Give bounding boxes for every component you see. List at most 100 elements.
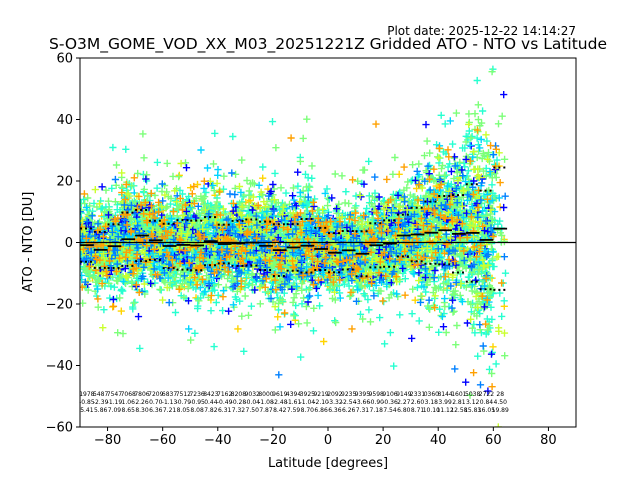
bin-stat-std: 12.58 [450,407,467,414]
bin-stat-mean: 0.70 [149,399,163,406]
bin-stat-std: 8.08 [190,407,204,414]
bin-stat-mean: -0.36 [382,399,398,406]
bin-stat-mean: 2.26 [135,399,149,406]
bin-stat-mean: 3.12 [466,399,480,406]
bin-stat-std: 7.82 [204,407,218,414]
bin-stat-mean: -0.28 [231,399,247,406]
y-tick-label: 60 [56,52,73,67]
bin-stat-count: 2331 [410,391,425,398]
bin-stat-std: 7.31 [356,407,370,414]
y-tick-label: −20 [46,298,73,313]
bin-stat-count: 1978 [79,391,94,398]
bin-stat-mean: -3.32 [327,399,343,406]
bin-stat-mean: -0.85 [79,399,95,406]
bin-stat-std: 16.05 [478,407,495,414]
bin-stat-count: 2092 [327,391,342,398]
bin-stat-mean: -1.19 [107,399,123,406]
bin-stat-count: 8000 [258,391,273,398]
bin-stat-std: 6.26 [342,407,356,414]
bin-stat-mean: -2.54 [341,399,357,406]
y-tick-label: 40 [56,113,73,128]
bin-stat-std: 8.42 [273,407,287,414]
bin-stat-mean: 0.84 [480,399,494,406]
bin-stat-mean: 2.60 [411,399,425,406]
x-tick-label: 40 [430,433,447,448]
x-tick-label: −40 [204,433,231,448]
bin-stat-std: 7.21 [163,407,177,414]
bin-stat-std: 7.18 [370,407,384,414]
x-tick-label: 20 [375,433,392,448]
y-tick-label: −40 [46,359,73,374]
bin-stat-mean: 2.27 [397,399,411,406]
bin-stat-std: 6.36 [328,407,342,414]
bin-stat-count: 0360 [424,391,439,398]
bin-stat-std: 7.32 [232,407,246,414]
bin-stat-std: 6.80 [397,407,411,414]
x-tick-label: −20 [259,433,286,448]
bin-stat-count: 8423 [203,391,218,398]
bin-stat-std: 8.70 [301,407,315,414]
bin-stat-std: 7.09 [108,407,122,414]
y-tick-label: −60 [46,421,73,436]
bin-stat-count: 9619 [272,391,287,398]
bin-stat-mean: -0.90 [368,399,384,406]
bin-stat-count: 6837 [162,391,177,398]
bin-stat-mean: -0.95 [189,399,205,406]
y-tick-label: 0 [65,236,73,251]
bin-stat-count: 7236 [189,391,204,398]
bin-stat-mean: 3.99 [438,399,452,406]
bin-stat-count: 28 [496,391,504,398]
bin-std-markers [80,166,508,291]
bin-stat-count: 7806 [134,391,149,398]
bin-stat-mean: -2.48 [272,399,288,406]
plot-date: Plot date: 2025-12-22 14:14:27 [387,24,576,38]
bin-stat-std: 5.86 [94,407,108,414]
bin-stat-mean: -0.79 [176,399,192,406]
x-tick-label: −80 [94,433,121,448]
bin-stat-count: 9032 [245,391,260,398]
x-tick-label: 80 [540,433,557,448]
bin-stat-mean: -2.39 [93,399,109,406]
x-tick-label: −60 [149,433,176,448]
bin-stat-mean: -1.04 [300,399,316,406]
bin-stat-std: 7.87 [259,407,273,414]
bin-statistics: 1978-0.855.41 5487-2.395.86 7547-1.197.09 7… [79,391,509,414]
bin-stat-std: 10.10 [423,407,440,414]
chart-title: S-O3M_GOME_VOD_XX_M03_20251221Z Gridded … [49,35,607,54]
x-tick-label: 60 [485,433,502,448]
x-axis-label: Latitude [degrees] [268,456,388,471]
bin-stat-count: 7068 [121,391,136,398]
bin-stat-mean: 2.81 [452,399,466,406]
bin-stat-std: 6.31 [218,407,232,414]
x-axis: −80 −60 −40 −20 0 20 40 60 80 [94,427,557,448]
bin-stat-std: 19.89 [492,407,509,414]
bin-stat-std: 8.05 [177,407,191,414]
y-axis: −60 −40 −20 0 20 40 60 [46,52,80,436]
bin-stat-mean: -2.10 [313,399,329,406]
bin-stat-std: 8.71 [411,407,425,414]
bin-stat-count: 9106 [382,391,397,398]
x-tick-label: 0 [324,433,332,448]
bin-stat-std: 7.59 [287,407,301,414]
bin-stat-std: 8.30 [135,407,149,414]
bin-stat-mean: 0.44 [204,399,218,406]
bin-stat-count: 9598 [369,391,384,398]
bin-stat-count: 7512 [176,391,191,398]
bin-stat-count: 8208 [231,391,246,398]
bin-stat-count: 1601 [451,391,466,398]
bin-stat-mean: -1.61 [286,399,302,406]
bin-stat-std: 6.86 [314,407,328,414]
bin-stat-count: 7209 [148,391,163,398]
bin-stat-mean: -1.13 [162,399,178,406]
bin-stat-count: 8144 [437,391,452,398]
bin-stat-count: 4394 [286,391,301,398]
bin-stat-count: 5038 [465,391,480,398]
bin-stat-std: 7.54 [383,407,397,414]
bin-stat-mean: 3.18 [425,399,439,406]
bin-stat-mean: -0.49 [217,399,233,406]
bin-stat-count: 5487 [93,391,108,398]
bin-stat-std: 15.83 [464,407,481,414]
bin-stat-std: 5.41 [80,407,94,414]
bin-stat-count: 7547 [107,391,122,398]
